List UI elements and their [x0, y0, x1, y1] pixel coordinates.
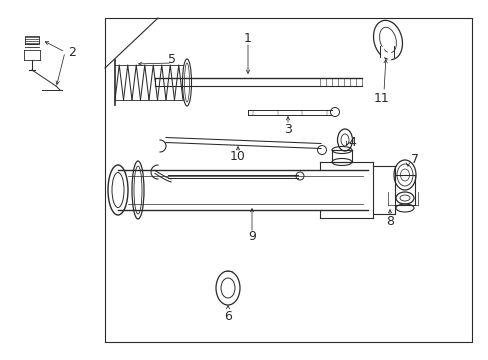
Text: 7: 7 — [410, 153, 418, 166]
Text: 2: 2 — [68, 45, 76, 59]
Text: 1: 1 — [244, 31, 251, 45]
Text: 11: 11 — [373, 91, 389, 104]
Text: 5: 5 — [168, 53, 176, 66]
Text: 3: 3 — [284, 122, 291, 135]
Text: 9: 9 — [247, 230, 255, 243]
Text: 8: 8 — [385, 215, 393, 228]
Text: 6: 6 — [224, 310, 231, 323]
Text: 4: 4 — [347, 135, 355, 149]
Text: 10: 10 — [229, 149, 245, 162]
